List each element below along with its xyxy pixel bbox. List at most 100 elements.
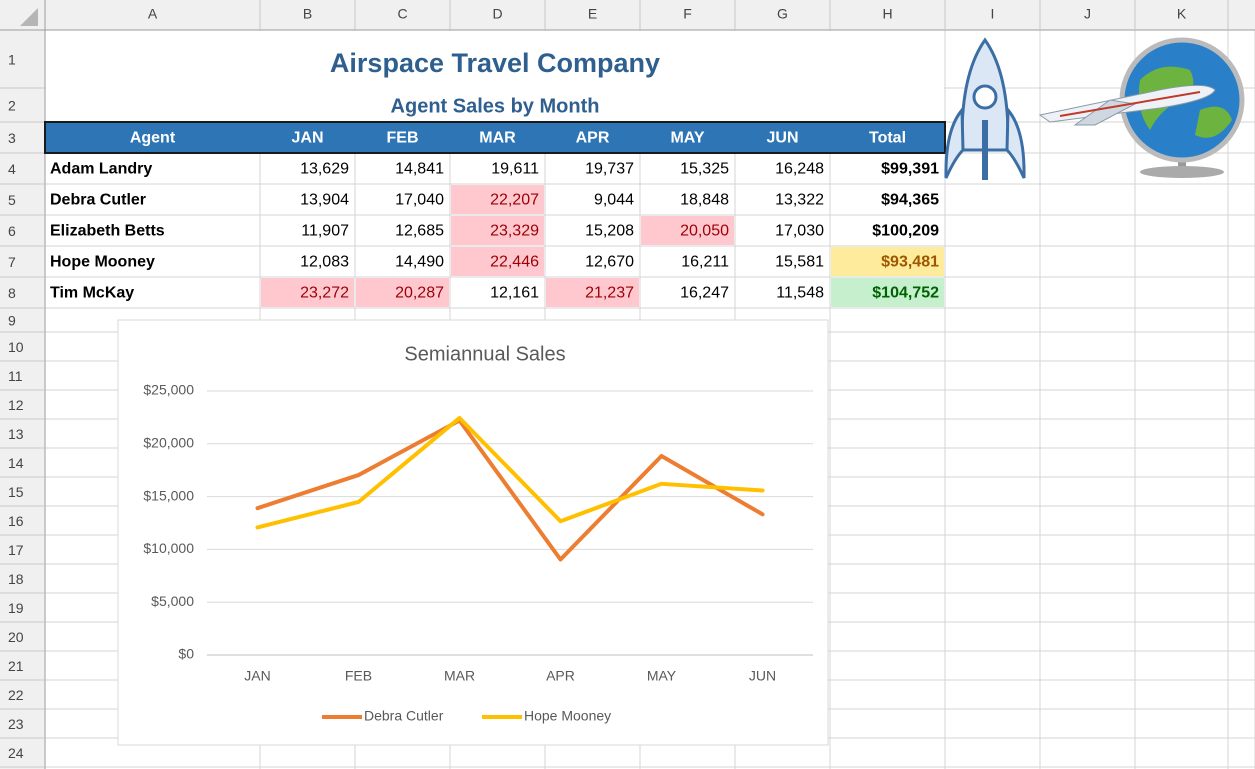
highlight-cell bbox=[831, 278, 944, 307]
highlight-cell bbox=[831, 247, 944, 276]
sales-cell: 17,030 bbox=[775, 223, 824, 240]
header-cell: JAN bbox=[291, 130, 323, 147]
column-header: K bbox=[1177, 6, 1187, 22]
row-header: 16 bbox=[8, 513, 24, 529]
plane-globe-image bbox=[1038, 37, 1245, 178]
sales-cell: 22,446 bbox=[490, 254, 539, 271]
sales-cell: 11,548 bbox=[776, 285, 824, 302]
sales-cell: 13,904 bbox=[300, 192, 349, 209]
column-header-bar bbox=[0, 0, 1255, 30]
y-tick-label: $5,000 bbox=[151, 593, 194, 609]
x-tick-label: MAY bbox=[647, 668, 677, 684]
row-header: 17 bbox=[8, 542, 24, 558]
y-tick-label: $10,000 bbox=[143, 540, 194, 556]
highlight-cell bbox=[546, 278, 639, 307]
row-header: 2 bbox=[8, 98, 16, 114]
row-header: 22 bbox=[8, 687, 24, 703]
row-header: 7 bbox=[8, 254, 16, 270]
row-header: 4 bbox=[8, 161, 16, 177]
column-header: B bbox=[303, 6, 312, 22]
sales-cell: 13,629 bbox=[300, 161, 349, 178]
header-cell: JUN bbox=[766, 130, 798, 147]
legend-label: Debra Cutler bbox=[364, 708, 444, 724]
agent-name: Debra Cutler bbox=[50, 192, 146, 209]
column-header: H bbox=[882, 6, 892, 22]
header-cell: Agent bbox=[130, 130, 176, 147]
agent-name: Adam Landry bbox=[50, 161, 152, 178]
y-tick-label: $15,000 bbox=[143, 487, 194, 503]
chart-title: Semiannual Sales bbox=[404, 343, 565, 365]
header-cell: MAR bbox=[479, 130, 516, 147]
row-header: 10 bbox=[8, 339, 24, 355]
row-header: 18 bbox=[8, 571, 24, 587]
column-header: E bbox=[588, 6, 597, 22]
sales-cell: 12,670 bbox=[585, 254, 634, 271]
row-header: 12 bbox=[8, 397, 24, 413]
sales-cell: 16,247 bbox=[680, 285, 729, 302]
sheet-title: Airspace Travel Company bbox=[330, 48, 660, 78]
highlight-cell bbox=[451, 185, 544, 214]
column-header: C bbox=[397, 6, 407, 22]
sales-cell: 21,237 bbox=[585, 285, 634, 302]
sales-cell: 15,581 bbox=[775, 254, 824, 271]
x-tick-label: JUN bbox=[749, 668, 776, 684]
sales-cell: 14,490 bbox=[395, 254, 444, 271]
header-cell: MAY bbox=[670, 130, 704, 147]
title-cells bbox=[46, 31, 944, 121]
rocket-fin bbox=[1005, 106, 1026, 179]
header-cell: Total bbox=[869, 130, 906, 147]
rocket-window bbox=[972, 84, 998, 110]
sales-cell: 22,207 bbox=[490, 192, 539, 209]
highlight-cell bbox=[261, 278, 354, 307]
sales-cell: 14,841 bbox=[395, 161, 444, 178]
sheet-subtitle: Agent Sales by Month bbox=[391, 95, 600, 117]
sales-cell: 16,248 bbox=[775, 161, 824, 178]
sales-cell: 17,040 bbox=[395, 192, 444, 209]
row-header: 14 bbox=[8, 455, 24, 471]
header-cell: FEB bbox=[387, 130, 419, 147]
legend-label: Hope Mooney bbox=[524, 708, 611, 724]
row-header: 21 bbox=[8, 658, 24, 674]
select-all-corner bbox=[20, 8, 38, 26]
highlight-cell bbox=[451, 216, 544, 245]
total-cell: $94,365 bbox=[881, 192, 939, 209]
sales-cell: 20,287 bbox=[395, 285, 444, 302]
total-cell: $93,481 bbox=[881, 254, 939, 271]
row-header: 23 bbox=[8, 716, 24, 732]
row-header: 24 bbox=[8, 745, 24, 761]
row-header: 11 bbox=[8, 368, 23, 384]
total-cell: $100,209 bbox=[872, 223, 939, 240]
row-header: 1 bbox=[8, 52, 16, 68]
sales-cell: 12,083 bbox=[300, 254, 349, 271]
column-header: I bbox=[991, 6, 995, 22]
x-tick-label: APR bbox=[546, 668, 575, 684]
sales-cell: 23,329 bbox=[490, 223, 539, 240]
agent-name: Tim McKay bbox=[50, 285, 134, 302]
highlight-cell bbox=[641, 216, 734, 245]
row-header: 13 bbox=[8, 426, 24, 442]
sales-cell: 15,208 bbox=[585, 223, 634, 240]
header-cell: APR bbox=[576, 130, 610, 147]
sales-cell: 11,907 bbox=[301, 223, 349, 240]
sales-cell: 13,322 bbox=[775, 192, 824, 209]
highlight-cell bbox=[356, 278, 449, 307]
column-header: A bbox=[148, 6, 158, 22]
row-header: 6 bbox=[8, 223, 16, 239]
sales-cell: 19,611 bbox=[491, 161, 539, 178]
series-line bbox=[255, 418, 765, 562]
table-header bbox=[44, 121, 946, 154]
sales-cell: 23,272 bbox=[300, 285, 349, 302]
column-header: D bbox=[492, 6, 502, 22]
column-header: J bbox=[1084, 6, 1091, 22]
sales-cell: 16,211 bbox=[681, 254, 729, 271]
y-tick-label: $0 bbox=[178, 646, 194, 662]
sales-cell: 9,044 bbox=[594, 192, 634, 209]
sales-cell: 12,161 bbox=[490, 285, 539, 302]
rocket-fin bbox=[944, 106, 965, 179]
column-header: F bbox=[683, 6, 692, 22]
sales-cell: 18,848 bbox=[680, 192, 729, 209]
globe-land bbox=[1195, 106, 1232, 138]
y-tick-label: $25,000 bbox=[143, 382, 194, 398]
sales-cell: 15,325 bbox=[680, 161, 729, 178]
